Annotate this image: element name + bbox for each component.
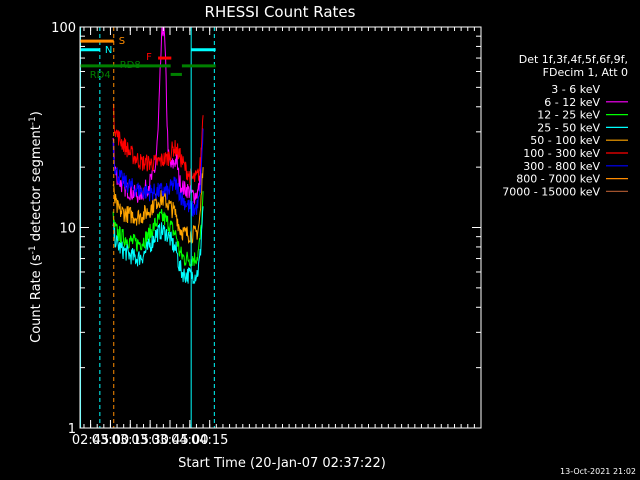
legend-label-1: 6 - 12 keV	[544, 96, 600, 109]
timestamp: 13-Oct-2021 21:02	[560, 467, 636, 476]
x-tick-label-1: 03:00	[92, 433, 129, 448]
y-axis-label-exp1: -1	[28, 245, 38, 254]
x-tick-label-2: 03:15	[112, 433, 149, 448]
series-line-1	[112, 27, 204, 206]
series-line-5	[112, 103, 204, 186]
x-tick-label-0: 02:45	[72, 433, 109, 448]
series-line-4	[112, 167, 204, 244]
y-axis-label-exp2: -1	[28, 116, 38, 125]
legend-label-5: 100 - 300 keV	[523, 147, 600, 160]
legend-label-6: 300 - 800 keV	[523, 160, 600, 173]
legend-header-0: Det 1f,3f,4f,5f,6f,9f,	[519, 53, 628, 66]
y-axis-label-start: Count Rate (s	[29, 254, 44, 343]
flag-label-1: N	[105, 45, 112, 56]
y-axis-label-mid: detector segment	[29, 125, 44, 245]
x-tick-label-5: 04:00	[171, 433, 208, 448]
x-axis-label: Start Time (20-Jan-07 02:37:22)	[178, 456, 386, 471]
legend-label-0: 3 - 6 keV	[551, 83, 600, 96]
x-tick-label-3: 03:30	[131, 433, 168, 448]
flag-label-2: F	[146, 52, 152, 63]
y-tick-label-1: 10	[59, 222, 76, 237]
flag-label-0: S	[119, 36, 125, 47]
legend-label-7: 800 - 7000 keV	[516, 173, 600, 186]
flag-label-3: RD4	[90, 70, 111, 81]
legend: Det 1f,3f,4f,5f,6f,9f,FDecim 1, Att 0 3 -…	[502, 53, 628, 198]
flag-label-4: RD8	[120, 60, 141, 71]
legend-label-4: 50 - 100 keV	[530, 134, 600, 147]
legend-label-3: 25 - 50 keV	[537, 121, 600, 134]
legend-label-2: 12 - 25 keV	[537, 109, 600, 122]
y-axis-label-end: )	[29, 111, 44, 116]
chart-title: RHESSI Count Rates	[205, 3, 356, 21]
legend-label-8: 7000 - 15000 keV	[502, 185, 600, 198]
y-tick-label-2: 100	[51, 21, 76, 36]
y-tick-label-0: 1	[68, 422, 76, 437]
series-line-6	[112, 128, 204, 217]
series-line-0	[112, 59, 204, 314]
plot-frame	[79, 26, 482, 429]
x-tick-label-4: 03:45	[151, 433, 188, 448]
x-tick-label-6: 04:15	[191, 433, 228, 448]
series-line-3	[112, 206, 204, 285]
y-axis-label: Count Rate (s-1 detector segment-1)	[28, 111, 44, 343]
legend-header-1: FDecim 1, Att 0	[543, 66, 628, 79]
